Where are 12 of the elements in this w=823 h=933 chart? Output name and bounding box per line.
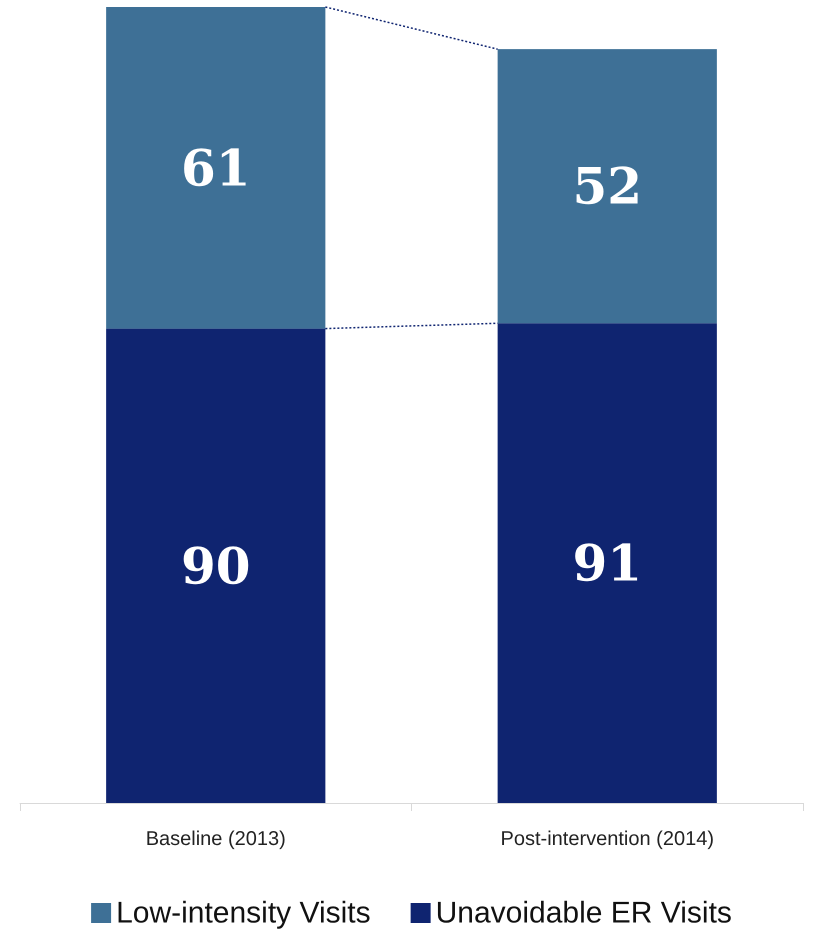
bar (106, 7, 326, 329)
data-label: 91 (572, 534, 642, 593)
x-tick-label: Post-intervention (2014) (500, 828, 714, 850)
data-label: 52 (572, 156, 642, 216)
bar (498, 49, 717, 324)
bar (498, 323, 717, 803)
legend-label: Unavoidable ER Visits (436, 896, 732, 930)
data-label: 61 (180, 138, 251, 198)
x-tick-label: Baseline (2013) (146, 828, 286, 850)
data-label: 90 (180, 536, 251, 596)
bar (106, 328, 326, 803)
legend-label: Low-intensity Visits (116, 896, 371, 930)
